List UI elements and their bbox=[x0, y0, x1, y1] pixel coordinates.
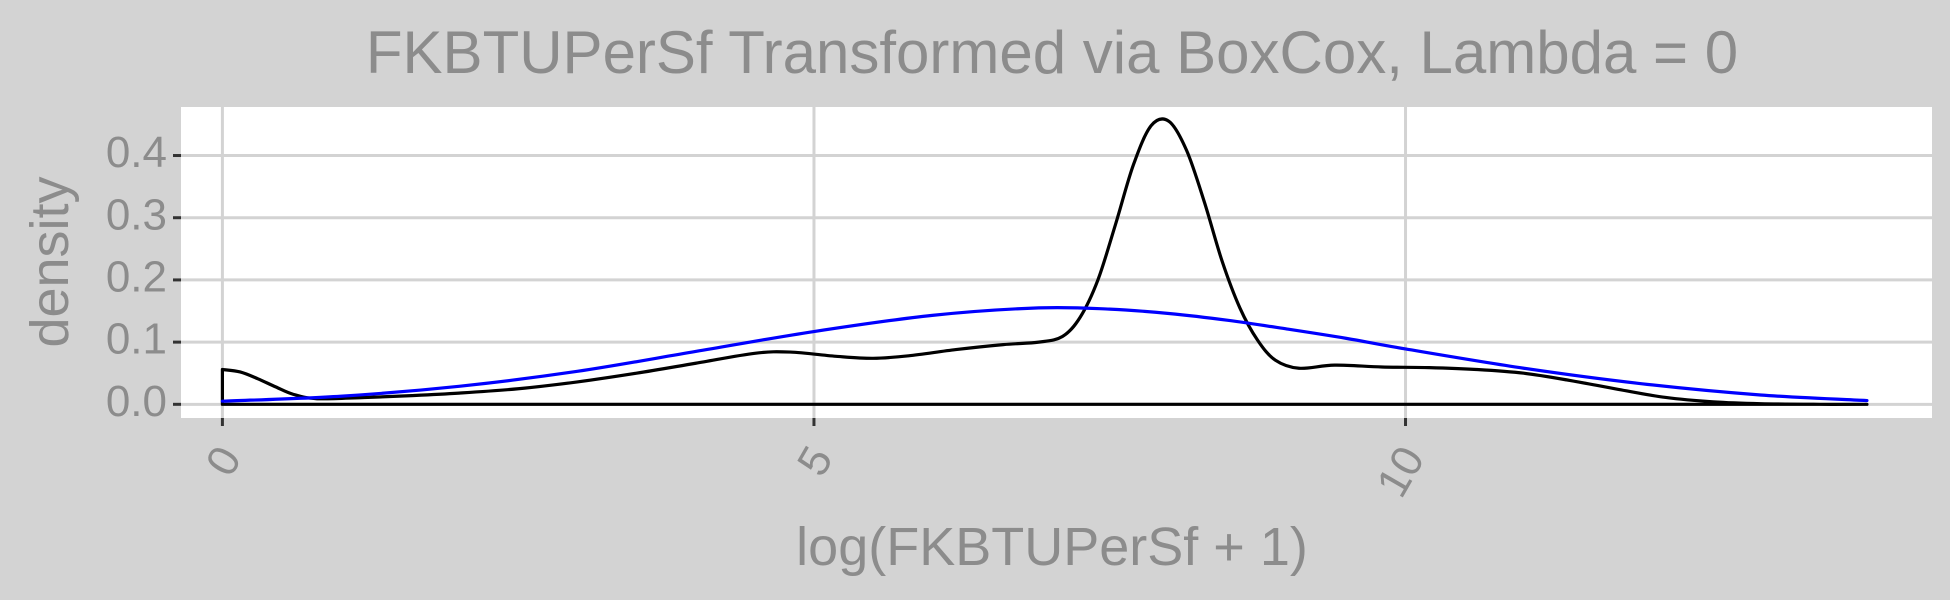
density-series bbox=[220, 117, 1869, 406]
plot-panel bbox=[181, 107, 1932, 418]
y-tick-label: 0.2 bbox=[106, 253, 167, 302]
y-tick-label: 0.0 bbox=[106, 377, 167, 426]
chart-title: FKBTUPerSf Transformed via BoxCox, Lambd… bbox=[366, 19, 1738, 86]
y-tick-label: 0.4 bbox=[106, 128, 167, 177]
normal-fit-line bbox=[220, 305, 1869, 403]
y-axis-title: density bbox=[20, 176, 80, 347]
y-tick-label: 0.3 bbox=[106, 190, 167, 239]
kernel-density-line bbox=[220, 117, 1869, 406]
y-tick-label: 0.1 bbox=[106, 315, 167, 364]
x-axis-title: log(FKBTUPerSf + 1) bbox=[796, 517, 1308, 577]
